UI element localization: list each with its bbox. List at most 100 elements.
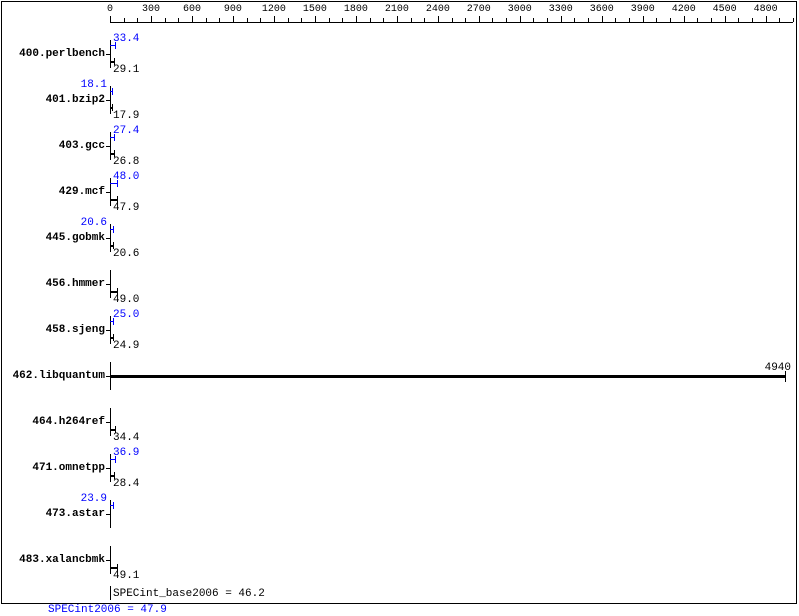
base-bar: [110, 291, 117, 293]
row-baseline: [110, 546, 111, 574]
benchmark-label: 462.libquantum: [13, 370, 105, 382]
x-tick: [424, 18, 425, 22]
base-value: 29.1: [113, 64, 139, 76]
base-value: 49.0: [113, 294, 139, 306]
peak-value: 25.0: [113, 309, 139, 321]
x-tick: [752, 18, 753, 22]
base-value: 49.1: [113, 570, 139, 582]
x-tick: [356, 16, 357, 22]
x-tick: [342, 18, 343, 22]
row-tick: [106, 422, 110, 423]
x-tick: [588, 18, 589, 22]
x-tick: [206, 18, 207, 22]
peak-value: 20.6: [81, 217, 107, 229]
benchmark-label: 456.hmmer: [46, 278, 105, 290]
row-tick: [106, 284, 110, 285]
x-tick: [533, 18, 534, 22]
x-tick: [697, 18, 698, 22]
peak-value: 33.4: [113, 33, 139, 45]
x-tick: [192, 16, 193, 22]
x-tick-label: 1200: [262, 4, 286, 15]
x-tick-label: 4800: [754, 4, 778, 15]
row-baseline: [110, 408, 111, 436]
x-tick: [397, 16, 398, 22]
base-value: 47.9: [113, 202, 139, 214]
peak-cap: [112, 88, 113, 95]
benchmark-label: 403.gcc: [59, 140, 105, 152]
base-value: 4940: [765, 362, 791, 374]
benchmark-label: 483.xalancbmk: [19, 554, 105, 566]
x-tick: [329, 18, 330, 22]
x-tick-label: 900: [224, 4, 242, 15]
x-tick: [725, 16, 726, 22]
x-tick-label: 1500: [303, 4, 327, 15]
benchmark-label: 471.omnetpp: [32, 462, 105, 474]
x-tick: [260, 18, 261, 22]
peak-value: 48.0: [113, 171, 139, 183]
x-tick: [602, 16, 603, 22]
x-tick: [465, 18, 466, 22]
row-tick: [106, 192, 110, 193]
benchmark-label: 458.sjeng: [46, 324, 105, 336]
base-bar: [110, 375, 785, 378]
row-tick: [106, 468, 110, 469]
chart-canvas: 0300600900120015001800210024002700300033…: [0, 0, 799, 606]
x-tick: [793, 18, 794, 22]
row-tick: [106, 54, 110, 55]
x-tick-label: 2400: [426, 4, 450, 15]
x-tick: [124, 18, 125, 22]
row-tick: [106, 514, 110, 515]
benchmark-label: 464.h264ref: [32, 416, 105, 428]
x-tick: [452, 18, 453, 22]
x-tick: [137, 18, 138, 22]
row-baseline: [110, 270, 111, 298]
base-value: 28.4: [113, 478, 139, 490]
x-tick: [274, 16, 275, 22]
benchmark-label: 400.perlbench: [19, 48, 105, 60]
row-tick: [106, 560, 110, 561]
x-tick-label: 3000: [508, 4, 532, 15]
x-tick: [643, 16, 644, 22]
x-tick: [711, 18, 712, 22]
base-bar: [110, 567, 117, 569]
x-tick: [738, 18, 739, 22]
x-tick: [615, 18, 616, 22]
x-tick-label: 4200: [672, 4, 696, 15]
row-tick: [106, 100, 110, 101]
peak-cap: [113, 502, 114, 509]
x-tick: [315, 16, 316, 22]
x-tick-label: 300: [142, 4, 160, 15]
x-tick: [165, 18, 166, 22]
x-tick: [656, 18, 657, 22]
x-tick: [670, 18, 671, 22]
x-tick: [383, 18, 384, 22]
base-value: 26.8: [113, 156, 139, 168]
x-tick: [438, 16, 439, 22]
row-tick: [106, 238, 110, 239]
x-tick: [684, 16, 685, 22]
x-tick: [574, 18, 575, 22]
x-axis-line: [110, 22, 793, 23]
x-tick: [506, 18, 507, 22]
x-tick-label: 0: [107, 4, 113, 15]
benchmark-label: 445.gobmk: [46, 232, 105, 244]
x-tick-label: 3300: [549, 4, 573, 15]
base-value: 20.6: [113, 248, 139, 260]
x-tick: [233, 16, 234, 22]
x-tick-label: 600: [183, 4, 201, 15]
x-tick: [301, 18, 302, 22]
x-tick: [561, 16, 562, 22]
x-tick: [247, 18, 248, 22]
x-tick-label: 2100: [385, 4, 409, 15]
x-tick: [479, 16, 480, 22]
peak-cap: [113, 226, 114, 233]
peak-value: 18.1: [81, 79, 107, 91]
x-tick: [288, 18, 289, 22]
x-tick-label: 2700: [467, 4, 491, 15]
x-tick-label: 4500: [713, 4, 737, 15]
x-tick: [492, 18, 493, 22]
footer-marker: [110, 586, 111, 600]
row-tick: [106, 330, 110, 331]
x-tick: [766, 16, 767, 22]
x-tick: [629, 18, 630, 22]
